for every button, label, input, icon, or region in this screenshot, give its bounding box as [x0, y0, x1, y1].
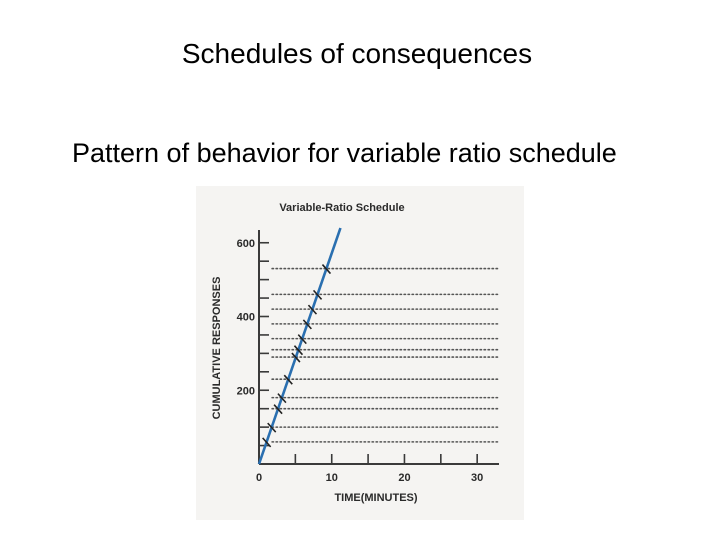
cumulative-response-line: [257, 227, 342, 465]
reinforcement-mark-1: [267, 422, 277, 433]
x-axis-label: TIME(MINUTES): [334, 492, 417, 504]
plot-area: 200 400 600 0 10 20 30: [237, 227, 500, 484]
y-tick-label-600: 600: [237, 238, 255, 250]
slide-title: Schedules of consequences: [181, 38, 533, 69]
y-tick-label-400: 400: [237, 312, 255, 324]
y-axis-label: CUMULATIVE RESPONSES: [211, 277, 223, 420]
variable-ratio-chart: Variable-Ratio Schedule TIME(MINUTES) CU…: [211, 202, 500, 504]
x-tick-label-20: 20: [398, 472, 410, 484]
y-tick-label-200: 200: [237, 385, 255, 397]
x-tick-label-30: 30: [471, 472, 483, 484]
reinforcement-mark-6: [293, 345, 304, 356]
x-tick-label-0: 0: [256, 472, 262, 484]
reinforcement-mark-5: [291, 352, 301, 363]
reinforcement-mark-2: [273, 404, 283, 415]
reinforcement-mark-4: [283, 374, 293, 385]
reinforcement-mark-3: [277, 393, 287, 404]
x-tick-label-10: 10: [326, 472, 338, 484]
reinforcement-mark-7: [297, 334, 307, 345]
reinforcement-mark-0: [262, 437, 272, 448]
reinforcement-mark-11: [321, 264, 332, 275]
reinforcement-mark-9: [307, 304, 318, 315]
slide-subtitle: Pattern of behavior for variable ratio s…: [72, 138, 617, 168]
chart-figure: Variable-Ratio Schedule TIME(MINUTES) CU…: [196, 186, 524, 520]
reinforcement-mark-10: [312, 289, 323, 300]
reinforcement-mark-8: [302, 319, 312, 330]
chart-title: Variable-Ratio Schedule: [279, 202, 404, 214]
